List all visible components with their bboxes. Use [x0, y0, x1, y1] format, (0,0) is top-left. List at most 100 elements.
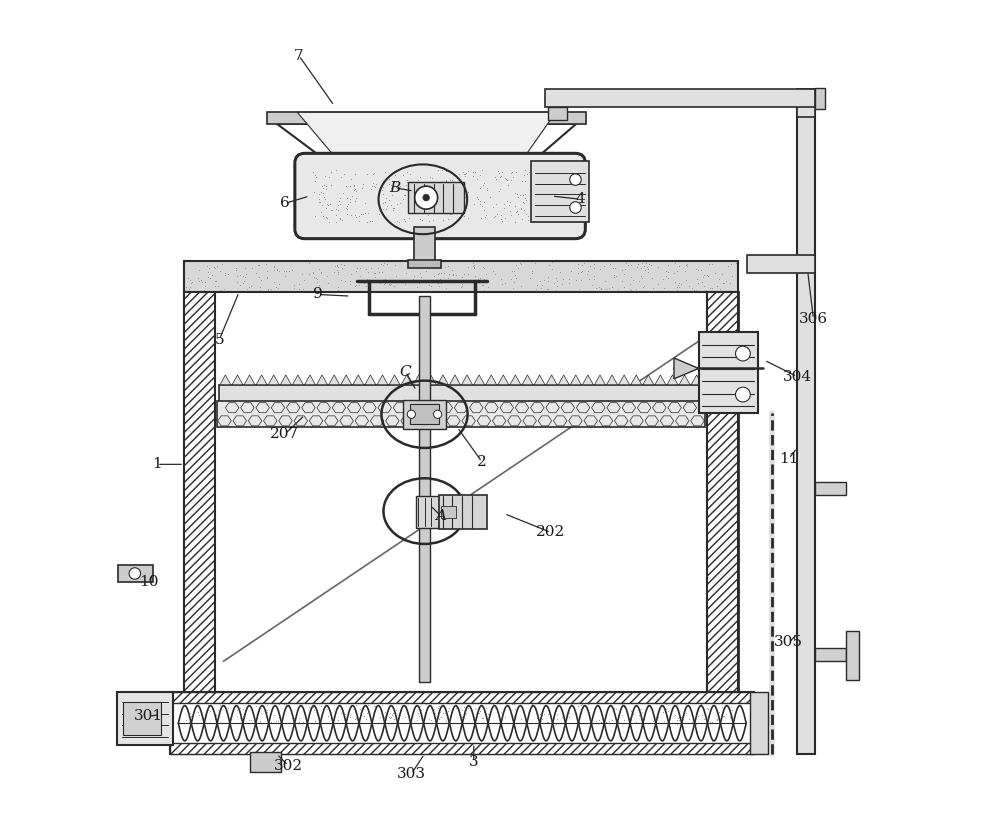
Point — [385, 204, 401, 217]
Point — [517, 174, 533, 187]
Point — [514, 174, 530, 187]
Point — [660, 259, 676, 272]
Point — [241, 713, 257, 727]
Point — [266, 275, 282, 289]
Point — [460, 268, 476, 281]
Point — [193, 707, 209, 720]
Point — [656, 715, 672, 728]
Point — [469, 172, 485, 185]
Point — [548, 190, 564, 203]
Point — [414, 214, 430, 227]
Point — [352, 695, 368, 708]
Point — [235, 270, 251, 283]
Point — [216, 716, 232, 729]
Point — [305, 267, 321, 280]
Point — [429, 196, 445, 209]
Point — [212, 265, 228, 278]
Point — [383, 711, 399, 724]
Point — [259, 698, 275, 711]
Point — [440, 704, 456, 718]
Point — [688, 717, 704, 730]
Point — [326, 699, 342, 712]
Point — [505, 282, 521, 295]
Point — [467, 703, 483, 716]
Circle shape — [570, 173, 581, 185]
Point — [228, 261, 244, 275]
Point — [528, 716, 544, 729]
Point — [493, 272, 509, 285]
Point — [308, 271, 324, 284]
Point — [655, 706, 671, 719]
Point — [421, 279, 437, 292]
Point — [636, 713, 652, 726]
Point — [570, 695, 586, 708]
Point — [669, 698, 685, 711]
Point — [546, 277, 562, 290]
Point — [537, 187, 553, 200]
Point — [433, 277, 449, 290]
Point — [629, 694, 645, 707]
Point — [711, 273, 727, 286]
Point — [294, 267, 310, 280]
Point — [539, 283, 555, 296]
Point — [413, 706, 429, 719]
Point — [592, 695, 608, 709]
Point — [333, 706, 349, 719]
Point — [634, 271, 650, 284]
Text: 303: 303 — [397, 767, 426, 781]
Point — [634, 705, 650, 718]
Point — [237, 704, 253, 717]
Point — [445, 700, 461, 713]
Point — [476, 261, 492, 275]
Point — [707, 700, 723, 713]
Point — [693, 264, 709, 277]
Point — [549, 195, 565, 208]
Point — [454, 277, 470, 290]
Point — [286, 715, 302, 728]
Point — [616, 713, 632, 727]
Point — [269, 697, 285, 710]
Text: 6: 6 — [280, 196, 290, 210]
Polygon shape — [297, 113, 556, 165]
Polygon shape — [377, 375, 388, 385]
Point — [504, 698, 520, 711]
Point — [607, 695, 623, 708]
Point — [501, 199, 517, 212]
Point — [700, 703, 716, 716]
Point — [291, 278, 307, 291]
Point — [330, 717, 346, 730]
Point — [328, 202, 344, 215]
Point — [529, 712, 545, 725]
Point — [491, 167, 507, 180]
Point — [306, 186, 322, 199]
Point — [355, 208, 371, 221]
Point — [499, 173, 515, 187]
Point — [354, 182, 370, 195]
Point — [243, 713, 259, 727]
Point — [383, 278, 399, 291]
Point — [650, 261, 666, 274]
Point — [420, 191, 436, 204]
Point — [259, 272, 275, 285]
Point — [381, 178, 397, 191]
Point — [634, 690, 650, 703]
Point — [373, 690, 389, 704]
Point — [465, 165, 481, 178]
Polygon shape — [558, 375, 569, 385]
Point — [606, 270, 622, 283]
Point — [444, 173, 460, 186]
Point — [330, 268, 346, 281]
Point — [722, 710, 738, 723]
Point — [277, 270, 293, 283]
Point — [229, 276, 245, 289]
Point — [395, 169, 411, 182]
Point — [291, 283, 307, 296]
Point — [718, 708, 734, 721]
Point — [466, 197, 482, 210]
Point — [408, 260, 424, 273]
Point — [478, 268, 494, 281]
Point — [508, 205, 524, 218]
Bar — [123, 702, 161, 735]
Point — [213, 284, 229, 297]
Point — [424, 695, 440, 708]
